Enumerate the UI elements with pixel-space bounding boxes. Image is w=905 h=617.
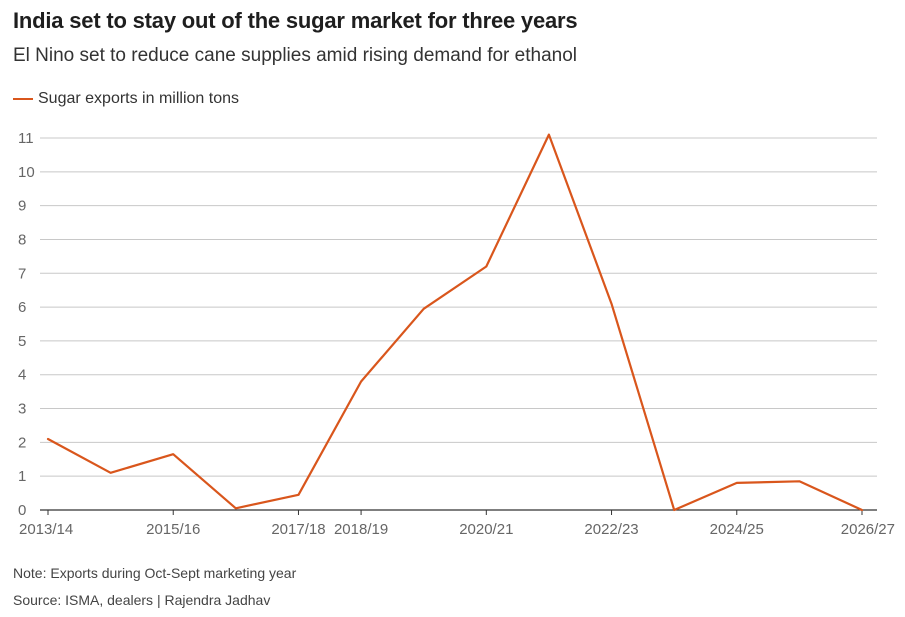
x-tick-label: 2024/25: [710, 521, 764, 538]
y-tick-label: 10: [18, 164, 35, 181]
legend: Sugar exports in million tons: [13, 90, 239, 108]
chart-source: Source: ISMA, dealers | Rajendra Jadhav: [13, 592, 271, 608]
legend-label: Sugar exports in million tons: [38, 90, 239, 107]
legend-swatch: [13, 98, 33, 100]
y-tick-label: 7: [18, 265, 26, 282]
x-tick-label: 2022/23: [584, 521, 638, 538]
gridlines: [40, 137, 877, 511]
x-tick-label: 2013/14: [19, 521, 73, 538]
x-tick-label: 2020/21: [459, 521, 513, 538]
y-tick-label: 3: [18, 401, 26, 418]
series-line: [46, 133, 864, 512]
y-tick-label: 8: [18, 231, 26, 248]
chart-title: India set to stay out of the sugar marke…: [13, 8, 578, 33]
y-tick-label: 5: [18, 333, 26, 350]
y-tick-label: 1: [18, 468, 26, 485]
y-tick-label: 0: [18, 502, 26, 519]
x-tick-labels: 2013/14 2015/16 2017/18 2018/19 2020/21 2022/…: [19, 510, 895, 538]
series-layer: [46, 133, 864, 512]
x-tick-label: 2015/16: [146, 521, 200, 538]
y-tick-label: 9: [18, 198, 26, 215]
y-tick-labels: 0 1 2 3 4 5 6 7 8 9 10 11: [18, 130, 35, 519]
y-tick-label: 2: [18, 434, 26, 451]
x-tick-label: 2026/27: [841, 521, 895, 538]
chart-note: Note: Exports during Oct-Sept marketing …: [13, 565, 297, 581]
x-tick-label: 2017/18: [271, 521, 325, 538]
chart-subtitle: El Nino set to reduce cane supplies amid…: [13, 45, 577, 66]
y-tick-label: 6: [18, 299, 26, 316]
y-tick-label: 11: [18, 130, 34, 147]
y-tick-label: 4: [18, 367, 26, 384]
x-tick-label: 2018/19: [334, 521, 388, 538]
